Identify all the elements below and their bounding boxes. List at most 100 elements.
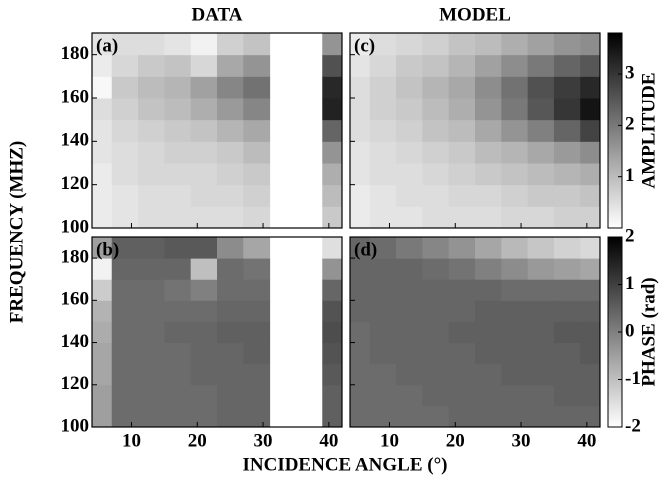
x-tick-label: 30 [512,430,531,451]
heatmap-cell [580,141,600,164]
x-tick-label: 30 [254,430,273,451]
colorbar-tick-label: 2 [625,225,635,246]
heatmap-cell [448,119,476,142]
heatmap-cell [243,384,271,407]
heatmap-cell [243,184,271,207]
heatmap-cell [501,119,529,142]
colorbar-tick-label: 0 [625,320,635,341]
heatmap-cell [448,206,476,228]
heatmap-cell [92,98,113,121]
heatmap-cell [111,405,139,427]
heatmap-cell [501,206,529,228]
heatmap-cell [217,363,244,386]
colorbar-tick-label: 1 [625,273,635,294]
heatmap-cell [190,98,218,121]
heatmap-cell [369,206,397,228]
heatmap-cell [217,258,244,280]
heatmap-cell [243,300,271,322]
heatmap-cell [396,141,423,164]
heatmap-cell [92,384,113,407]
heatmap-cell [350,98,371,121]
heatmap-cell [527,279,555,301]
heatmap-cell [553,119,581,142]
heatmap-cell [322,98,342,121]
y-tick-label: 120 [61,373,90,394]
heatmap-cell [580,184,600,207]
heatmap-cell [190,184,218,207]
heatmap-cell [111,33,139,56]
heatmap-cell [190,258,218,280]
heatmap-cell [396,405,423,427]
heatmap-cell [350,119,371,142]
heatmap-cell [322,405,342,427]
heatmap-cell [475,258,502,280]
heatmap-cell [243,163,271,186]
heatmap-cell [475,33,502,56]
heatmap-cell [138,184,165,207]
heatmap-cell [580,384,600,407]
heatmap-cell [527,342,555,365]
heatmap-cell [190,405,218,427]
panel-frame [91,32,343,229]
x-axis-label: INCIDENCE ANGLE (°) [242,454,447,475]
heatmap-cell [422,163,450,186]
colorbar-label: PHASE (rad) [638,277,659,386]
heatmap-cell [369,279,397,301]
heatmap-cell [527,33,555,56]
heatmap-cell [138,384,165,407]
heatmap-cell [111,163,139,186]
x-tick-label: 40 [319,430,338,451]
heatmap-cell [369,141,397,164]
heatmap-cell [190,119,218,142]
heatmap-cell [580,258,600,280]
heatmap-cell [396,279,423,301]
heatmap-cell [322,119,342,142]
x-tick-label: 10 [122,430,141,451]
heatmap-cell [322,279,342,301]
heatmap-cell [527,76,555,99]
heatmap-cell [501,141,529,164]
heatmap-cell [350,237,371,259]
heatmap-cell [243,279,271,301]
heatmap-cell [111,184,139,207]
heatmap-cell [422,405,450,427]
heatmap-cell [448,300,476,322]
heatmap-cell [217,300,244,322]
heatmap-cell [217,141,244,164]
heatmap-cell [422,384,450,407]
heatmap-cell [396,363,423,386]
heatmap-cell [580,98,600,121]
heatmap-cell [138,54,165,77]
heatmap-cell [138,279,165,301]
heatmap-cell [553,300,581,322]
heatmap-cell [580,119,600,142]
heatmap-cell [322,300,342,322]
heatmap-cell [396,76,423,99]
heatmap-cell [322,384,342,407]
heatmap-cell [369,54,397,77]
heatmap-cell [243,206,271,228]
heatmap-cell [527,206,555,228]
y-tick-label: 120 [61,173,90,194]
colorbar-tick-label: 2 [625,114,635,135]
heatmap-cell [164,141,192,164]
heatmap-cell [243,258,271,280]
heatmap-cell [111,321,139,344]
heatmap-cell [448,363,476,386]
heatmap-cell [396,54,423,77]
heatmap-cell [422,206,450,228]
heatmap-cell [164,206,192,228]
colorbar [607,32,623,229]
heatmap-cell [396,119,423,142]
heatmap-cell [422,119,450,142]
heatmap-cell [396,98,423,121]
column-title: DATA [191,4,242,25]
heatmap-cell [164,119,192,142]
heatmap-cell [527,405,555,427]
heatmap-cell [527,363,555,386]
heatmap-cell [501,76,529,99]
heatmap [350,237,600,427]
heatmap-cell [350,300,371,322]
heatmap-cell [190,363,218,386]
